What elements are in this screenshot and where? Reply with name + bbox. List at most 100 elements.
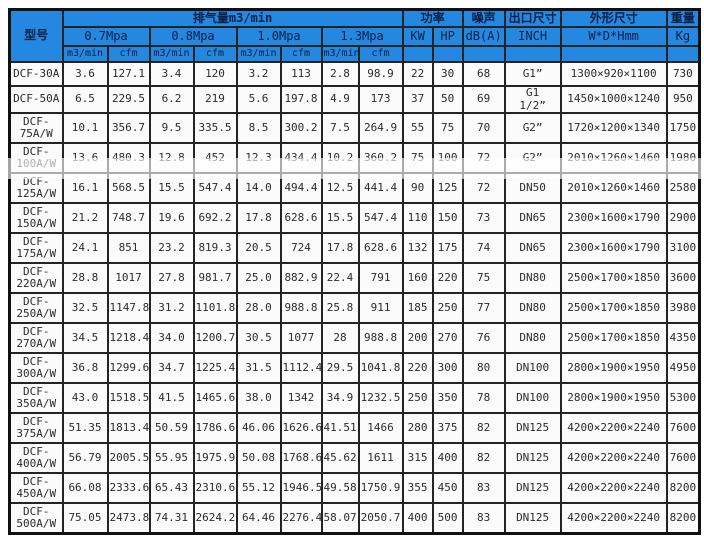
cell-value: 400 xyxy=(431,442,464,475)
compressor-spec-table: 型号 排气量m3/min 功率 噪声 出口尺寸 外形尺寸 重量 0.7Mpa 0… xyxy=(8,8,702,536)
cell-value: 14.0 xyxy=(235,172,282,205)
cell-value: 7600 xyxy=(665,442,701,475)
cell-value: 12.3 xyxy=(235,142,282,175)
cell-value: 34.0 xyxy=(148,322,195,355)
cell-value: 1299.6 xyxy=(106,352,151,385)
cell-value: 9.5 xyxy=(148,112,195,145)
cell-value: 219 xyxy=(192,84,238,115)
header-flow-unit: m3/min xyxy=(320,45,360,63)
cell-value: 5.6 xyxy=(235,84,282,115)
cell-value: 450 xyxy=(431,472,464,505)
cell-value: 4950 xyxy=(665,352,701,385)
cell-value: 4200×2200×2240 xyxy=(559,502,668,535)
cell-value: G1 1/2” xyxy=(503,84,562,115)
header-kw: KW xyxy=(401,26,434,47)
cell-value: 173 xyxy=(357,84,404,115)
cell-value: DN50 xyxy=(503,172,562,205)
cell-model: DCF- 125A/W xyxy=(8,172,64,205)
cell-value: 70 xyxy=(461,112,506,145)
cell-value: 1768.6 xyxy=(279,442,323,475)
cell-value: 819.3 xyxy=(192,232,238,265)
cell-value: 197.8 xyxy=(279,84,323,115)
header-row-3: m3/min cfm m3/min cfm m3/min cfm m3/min … xyxy=(10,45,701,63)
cell-value: 547.4 xyxy=(357,202,404,235)
cell-value: DN125 xyxy=(503,472,562,505)
cell-value: 12.5 xyxy=(320,172,360,205)
cell-value: 1750.9 xyxy=(357,472,404,505)
table-row: DCF- 350A/W 43.0 1518.5 41.5 1465.6 38.0 1342 3… xyxy=(8,382,701,415)
cell-model: DCF- 400A/W xyxy=(8,442,64,475)
cell-value: 1450×1000×1240 xyxy=(559,84,668,115)
cell-value: 452 xyxy=(192,142,238,175)
cell-value: 1218.4 xyxy=(106,322,151,355)
header-empty-cell xyxy=(665,45,701,63)
cell-value: 10.2 xyxy=(320,142,360,175)
cell-value: 2010×1260×1460 xyxy=(559,172,668,205)
cell-value: 113 xyxy=(279,61,323,87)
cell-value: G2” xyxy=(503,142,562,175)
cell-value: 2800×1900×1950 xyxy=(559,352,668,385)
cell-value: 628.6 xyxy=(357,232,404,265)
cell-value: 7.5 xyxy=(320,112,360,145)
cell-value: 350 xyxy=(431,382,464,415)
cell-value: 69 xyxy=(461,84,506,115)
header-noise: 噪声 xyxy=(461,8,506,28)
cell-value: DN80 xyxy=(503,292,562,325)
cell-value: 75.05 xyxy=(61,502,109,535)
cell-value: 41.51 xyxy=(320,412,360,445)
cell-value: 1112.4 xyxy=(279,352,323,385)
cell-value: 2473.8 xyxy=(106,502,151,535)
cell-model: DCF- 500A/W xyxy=(8,502,64,535)
cell-value: 988.8 xyxy=(279,292,323,325)
cell-value: 50 xyxy=(431,84,464,115)
cell-value: 82 xyxy=(461,412,506,445)
cell-value: 34.5 xyxy=(61,322,109,355)
cell-value: 73 xyxy=(461,202,506,235)
header-empty-cell xyxy=(431,45,464,63)
cell-value: 356.7 xyxy=(106,112,151,145)
cell-value: 6.2 xyxy=(148,84,195,115)
header-flow-unit: m3/min xyxy=(235,45,282,63)
table-row: DCF- 250A/W 32.5 1147.8 31.2 1101.8 28.0 988.8… xyxy=(8,292,701,325)
cell-value: 30.5 xyxy=(235,322,282,355)
cell-value: 31.5 xyxy=(235,352,282,385)
cell-value: 43.0 xyxy=(61,382,109,415)
cell-value: 49.58 xyxy=(320,472,360,505)
cell-value: 45.62 xyxy=(320,442,360,475)
table-row: DCF- 125A/W 16.1 568.5 15.5 547.4 14.0 494.4 12… xyxy=(8,172,701,205)
cell-value: 8.5 xyxy=(235,112,282,145)
cell-value: 12.8 xyxy=(148,142,195,175)
cell-value: 19.6 xyxy=(148,202,195,235)
cell-value: 882.9 xyxy=(279,262,323,295)
header-model: 型号 xyxy=(8,8,64,63)
table-row: DCF-50A 6.5 229.5 6.2 219 5.6 197.8 4.9 173 37 50 6… xyxy=(8,84,701,115)
cell-value: 1980 xyxy=(665,142,701,175)
cell-value: 1017 xyxy=(106,262,151,295)
cell-value: 1466 xyxy=(357,412,404,445)
cell-value: 64.46 xyxy=(235,502,282,535)
cell-value: 74 xyxy=(461,232,506,265)
cell-model: DCF- 250A/W xyxy=(8,292,64,325)
cell-value: 28.8 xyxy=(61,262,109,295)
cell-value: 20.5 xyxy=(235,232,282,265)
cell-value: 160 xyxy=(401,262,434,295)
header-pressure-1-3: 1.3Mpa xyxy=(320,26,404,47)
header-empty-cell xyxy=(503,45,562,63)
cell-value: 4.9 xyxy=(320,84,360,115)
cell-value: 2010×1260×1460 xyxy=(559,142,668,175)
cell-value: 83 xyxy=(461,472,506,505)
cell-value: 1342 xyxy=(279,382,323,415)
cell-model: DCF- 220A/W xyxy=(8,262,64,295)
header-cfm-unit: cfm xyxy=(357,45,404,63)
cell-value: 2500×1700×1850 xyxy=(559,292,668,325)
cell-value: 120 xyxy=(192,61,238,87)
cell-value: 75 xyxy=(461,262,506,295)
cell-value: 68 xyxy=(461,61,506,87)
cell-value: 2580 xyxy=(665,172,701,205)
cell-model: DCF- 350A/W xyxy=(8,382,64,415)
cell-value: DN80 xyxy=(503,262,562,295)
cell-value: 4350 xyxy=(665,322,701,355)
cell-value: 10.1 xyxy=(61,112,109,145)
cell-value: 55 xyxy=(401,112,434,145)
